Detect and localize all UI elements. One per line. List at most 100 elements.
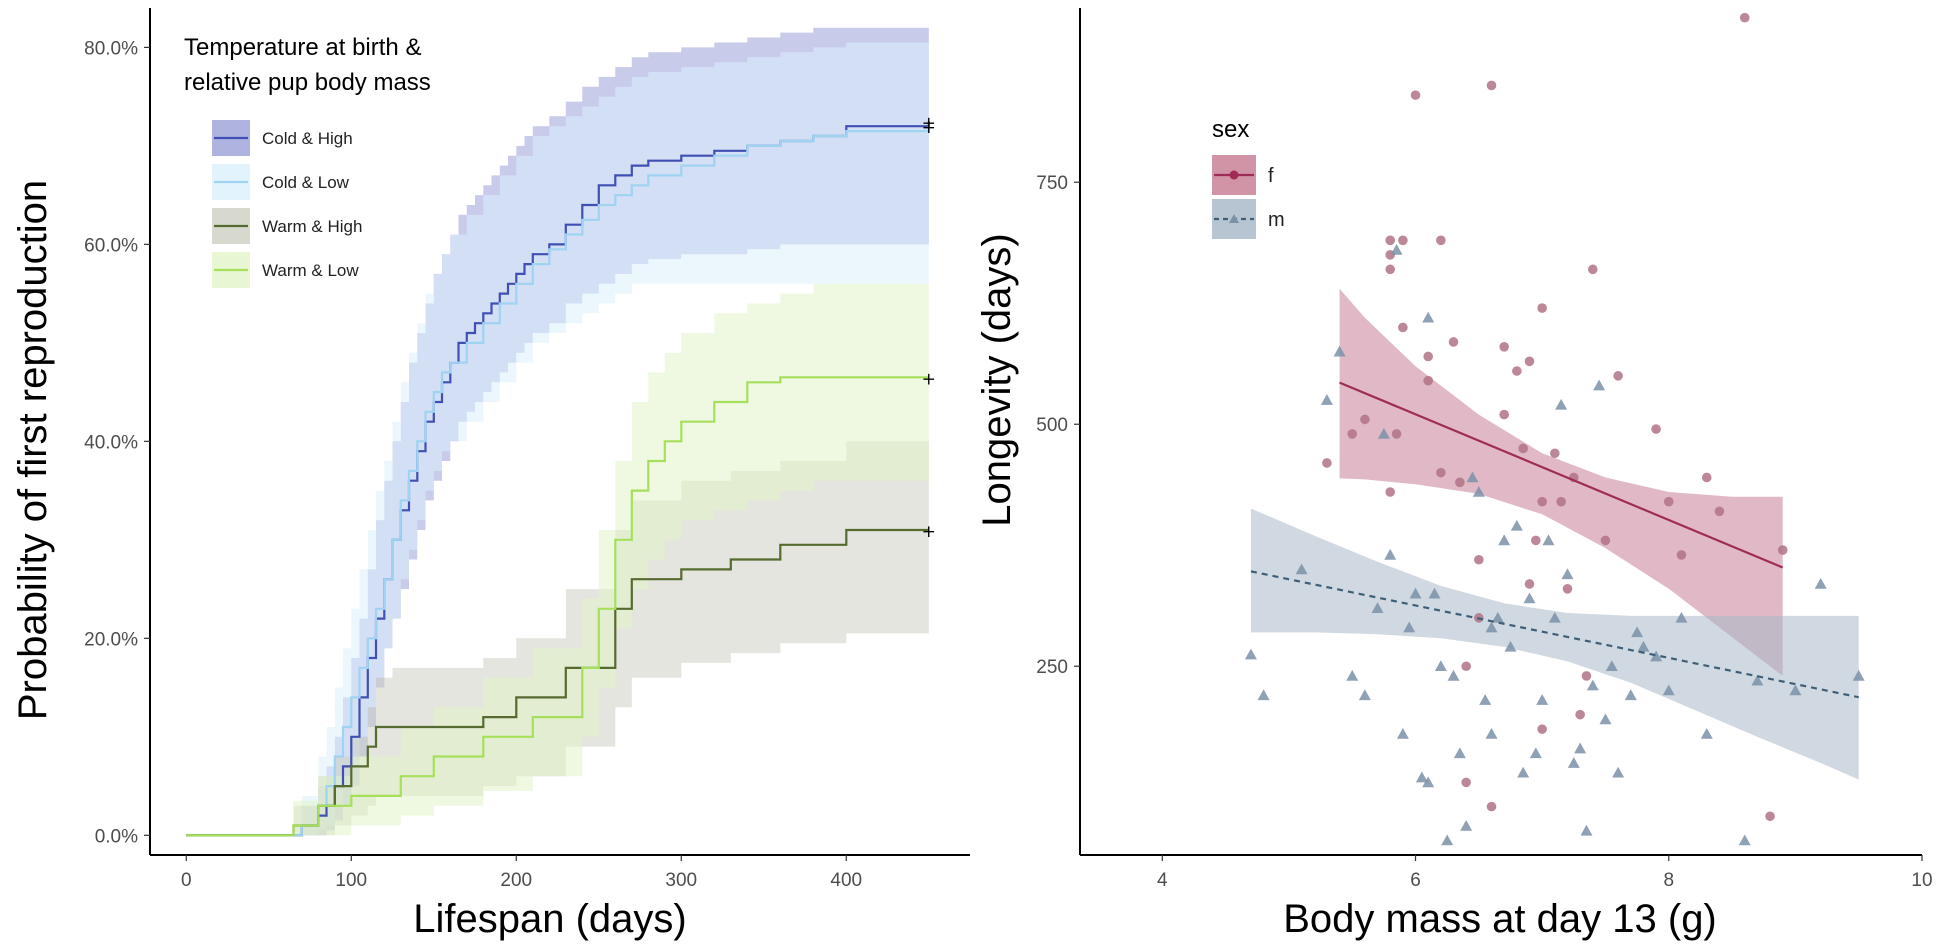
point-m (1637, 640, 1650, 652)
point-m (1441, 834, 1454, 846)
point-m (1447, 669, 1460, 681)
point-f (1562, 584, 1573, 594)
legend-key-marker (1229, 170, 1239, 180)
band-warm-high (186, 441, 929, 836)
point-m (1605, 660, 1618, 672)
point-m (1510, 519, 1523, 531)
point-m (1529, 747, 1542, 759)
legend-label-warm-high: Warm & High (262, 217, 362, 236)
point-m (1650, 650, 1663, 662)
point-f (1499, 409, 1509, 420)
point-m (1396, 728, 1409, 739)
legend-key-marker (1229, 214, 1239, 223)
legend-label-cold-low: Cold & Low (262, 173, 350, 192)
censor-mark-cold-high: + (922, 113, 936, 133)
point-m (1561, 568, 1574, 580)
point-m (1523, 592, 1536, 604)
point-m (1460, 819, 1473, 831)
point-f (1765, 811, 1775, 822)
point-m (1485, 728, 1498, 739)
legend-label-sex-f: f (1268, 165, 1274, 187)
point-m (1624, 689, 1637, 701)
censor-mark-warm-low: + (922, 369, 936, 389)
point-f (1423, 375, 1433, 386)
band-sex-m (1250, 508, 1859, 780)
point-m (1612, 766, 1625, 778)
point-f (1410, 90, 1421, 100)
point-m (1415, 771, 1428, 783)
point-m (1631, 626, 1644, 638)
point-m (1295, 563, 1308, 575)
point-f (1600, 535, 1611, 546)
point-f (1385, 235, 1396, 246)
point-m (1548, 611, 1561, 623)
point-f (1499, 342, 1509, 352)
point-m (1599, 713, 1612, 725)
point-f (1550, 448, 1560, 459)
point-f (1322, 458, 1332, 468)
left-step-lines (186, 121, 930, 837)
point-m (1517, 766, 1530, 778)
band-warm-low (186, 283, 929, 836)
point-f (1436, 235, 1446, 246)
point-m (1700, 728, 1713, 739)
point-f (1423, 351, 1433, 362)
left-confidence-bands (186, 27, 929, 836)
x-tick-label: 200 (500, 870, 532, 891)
point-m (1479, 694, 1492, 705)
point-f (1448, 337, 1459, 347)
point-f (1701, 472, 1712, 483)
y-tick-label: 500 (1036, 415, 1068, 436)
point-f (1587, 264, 1598, 275)
point-f (1777, 545, 1788, 555)
point-f (1518, 443, 1528, 454)
y-tick-label: 60.0% (84, 235, 138, 256)
point-f (1486, 80, 1497, 91)
y-tick-label: 80.0% (84, 38, 138, 59)
legend-label-sex-m: m (1268, 209, 1285, 231)
point-m (1814, 577, 1827, 589)
point-m (1346, 669, 1359, 681)
point-m (1409, 587, 1422, 599)
point-f (1537, 303, 1547, 313)
point-m (1504, 640, 1517, 652)
y-tick-label: 20.0% (84, 629, 138, 650)
right-fit-lines (1250, 381, 1859, 699)
point-f (1385, 487, 1396, 497)
point-m (1422, 311, 1435, 323)
point-m (1472, 486, 1485, 497)
point-f (1575, 709, 1585, 720)
x-tick-label: 8 (1663, 870, 1674, 891)
point-m (1320, 394, 1333, 405)
point-f (1524, 579, 1535, 589)
point-m (1498, 534, 1511, 546)
point-f (1436, 467, 1446, 478)
censor-mark-cold-low: + (922, 118, 936, 138)
point-f (1556, 496, 1566, 507)
point-m (1403, 621, 1416, 633)
point-m (1422, 776, 1435, 788)
point-f (1537, 496, 1547, 507)
x-tick-label: 400 (830, 870, 862, 891)
point-m (1491, 611, 1504, 623)
right-axis-ticks: 4 6 8 10 250 500 750 (1036, 173, 1932, 891)
point-f (1360, 414, 1370, 425)
point-f (1398, 322, 1408, 333)
left-y-axis-title: Probability of first reproduction (11, 180, 55, 720)
point-m (1580, 824, 1593, 836)
point-f (1385, 264, 1396, 275)
x-tick-label: 0 (181, 870, 192, 891)
line-cold-low (186, 126, 930, 837)
left-legend-title-line-2: relative pup body mass (184, 69, 431, 96)
point-f (1739, 12, 1750, 23)
left-axis-ticks: 0 100 200 300 400 0.0% 20.0% 40.0% 60.0% 80.0% (84, 38, 862, 891)
y-tick-label: 0.0% (95, 826, 138, 847)
point-m (1536, 694, 1549, 705)
band-sex-f (1339, 288, 1783, 676)
point-f (1581, 671, 1592, 681)
point-f (1461, 777, 1471, 788)
point-m (1738, 834, 1751, 846)
right-chart-panel: 4 6 8 10 250 500 750 sex fm Body mass at day 1… (975, 8, 1933, 941)
point-m (1257, 689, 1270, 701)
